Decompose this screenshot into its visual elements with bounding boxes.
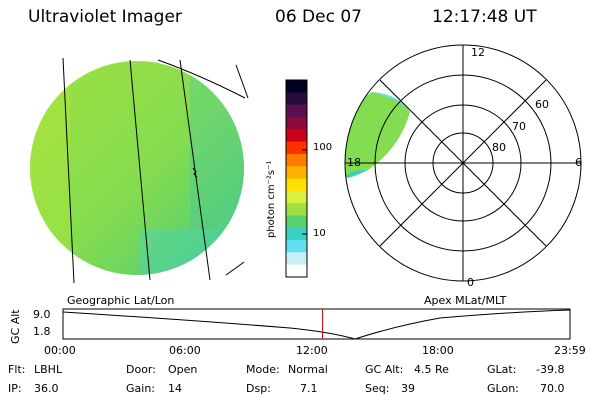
info-ip-label: IP: bbox=[8, 382, 22, 395]
info-door-value: Open bbox=[168, 363, 198, 376]
info-flt-label: Flt: bbox=[8, 363, 26, 376]
colorbar-segment bbox=[286, 227, 307, 241]
info-gcalt-label: GC Alt: bbox=[365, 363, 404, 376]
colorbar-segment bbox=[286, 80, 307, 93]
timeline-xtick-2359: 23:59 bbox=[554, 344, 586, 357]
gc-alt-timeline bbox=[62, 308, 571, 340]
mlt-label-18: 18 bbox=[347, 156, 361, 169]
header-date: 06 Dec 07 bbox=[275, 7, 362, 27]
mlt-label-6: 6 bbox=[575, 156, 582, 169]
info-seq-value: 39 bbox=[401, 382, 415, 395]
aurora-region bbox=[345, 92, 410, 176]
colorbar-label-100: 100 bbox=[313, 142, 333, 153]
info-ip-value: 36.0 bbox=[34, 382, 59, 395]
imager-title: Ultraviolet Imager bbox=[28, 7, 182, 27]
geo-grid-lines bbox=[62, 57, 249, 284]
geo-panel-caption: Geographic Lat/Lon bbox=[67, 294, 175, 307]
info-glat-value: -39.8 bbox=[536, 363, 565, 376]
colorbar-label-10: 10 bbox=[313, 228, 326, 239]
colorbar-segment bbox=[286, 203, 307, 216]
info-mode-value: Normal bbox=[288, 363, 328, 376]
info-glon-label: GLon: bbox=[487, 382, 519, 395]
header-time: 12:17:48 UT bbox=[432, 7, 537, 27]
info-flt-value: LBHL bbox=[34, 363, 63, 376]
info-gain-label: Gain: bbox=[126, 382, 155, 395]
colorbar-segment bbox=[286, 153, 307, 167]
colorbar-segment bbox=[286, 166, 307, 179]
lat-label-60: 60 bbox=[535, 98, 549, 111]
info-glon-value: 70.0 bbox=[540, 382, 565, 395]
timeline-xtick-0000: 00:00 bbox=[44, 344, 76, 357]
info-mode-label: Mode: bbox=[246, 363, 280, 376]
timeline-ytick-low: 1.8 bbox=[33, 325, 51, 338]
polar-panel-caption: Apex MLat/MLT bbox=[424, 294, 507, 307]
colorbar-segment bbox=[286, 252, 307, 266]
colorbar-segment bbox=[286, 104, 307, 118]
colorbar-segment bbox=[286, 129, 307, 143]
timeline-ytick-high: 9.0 bbox=[33, 308, 51, 321]
colorbar bbox=[286, 80, 307, 278]
colorbar-segment bbox=[286, 141, 307, 155]
timeline-xtick-1200: 12:00 bbox=[296, 344, 328, 357]
timeline-xtick-1800: 18:00 bbox=[422, 344, 454, 357]
colorbar-segment bbox=[286, 215, 307, 229]
info-seq-label: Seq: bbox=[365, 382, 390, 395]
timeline-ylabel: GC Alt bbox=[9, 309, 22, 344]
info-gain-value: 14 bbox=[168, 382, 182, 395]
info-dsp-label: Dsp: bbox=[246, 382, 271, 395]
info-door-label: Door: bbox=[126, 363, 156, 376]
colorbar-frame bbox=[285, 79, 308, 278]
colorbar-segment bbox=[286, 264, 307, 278]
colorbar-segment bbox=[286, 190, 307, 204]
colorbar-segment bbox=[286, 92, 307, 106]
lat-label-70: 70 bbox=[512, 120, 526, 133]
geographic-disk bbox=[30, 57, 249, 284]
mlt-label-0: 0 bbox=[467, 276, 474, 289]
info-dsp-value: 7.1 bbox=[300, 382, 318, 395]
polar-plot bbox=[344, 44, 582, 282]
colorbar-segment bbox=[286, 240, 307, 253]
gc-alt-curve bbox=[62, 309, 571, 340]
lat-label-80: 80 bbox=[492, 141, 506, 154]
timeline-xtick-0600: 06:00 bbox=[169, 344, 201, 357]
colorbar-segment bbox=[286, 116, 307, 130]
info-gcalt-value: 4.5 Re bbox=[414, 363, 449, 376]
colorbar-unit-label: photon cm⁻²s⁻¹ bbox=[266, 160, 277, 238]
mlt-label-12: 12 bbox=[471, 46, 485, 59]
info-glat-label: GLat: bbox=[487, 363, 517, 376]
colorbar-segment bbox=[286, 178, 307, 192]
